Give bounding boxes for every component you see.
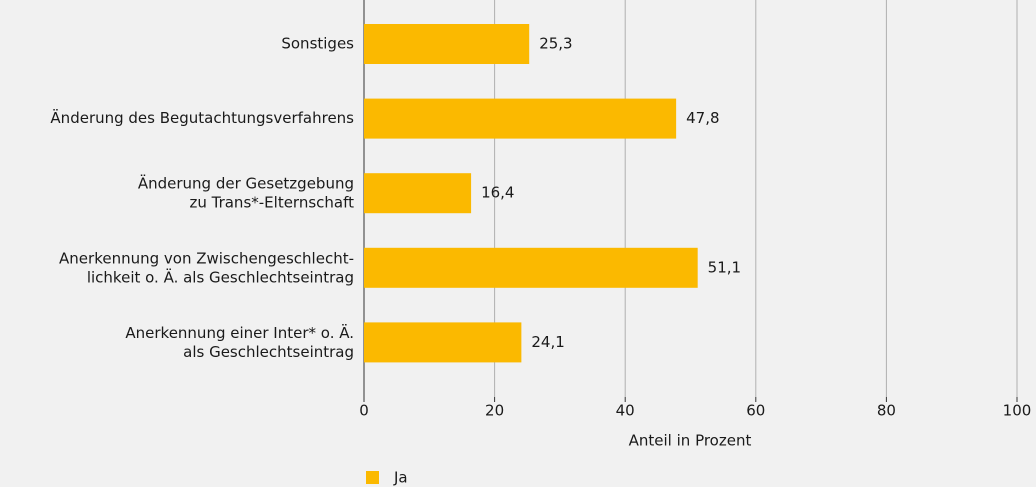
value-label: 47,8 bbox=[686, 109, 719, 127]
bar bbox=[364, 173, 472, 214]
bar bbox=[364, 247, 698, 288]
legend-swatch bbox=[366, 471, 379, 484]
x-tick-label: 40 bbox=[616, 402, 635, 420]
bar bbox=[364, 98, 677, 139]
y-tick-label: Sonstiges bbox=[281, 35, 354, 53]
y-tick-label: Anerkennung einer Inter* o. Ä. als Geschl… bbox=[125, 322, 354, 360]
legend-label: Ja bbox=[393, 469, 408, 487]
x-tick-label: 100 bbox=[1003, 402, 1032, 420]
bar bbox=[364, 322, 522, 363]
y-tick-label: Änderung des Begutachtungsverfahrens bbox=[50, 108, 354, 127]
value-label: 24,1 bbox=[531, 333, 564, 351]
bar bbox=[364, 24, 530, 64]
x-tick-label: 20 bbox=[485, 402, 504, 420]
x-tick-label: 80 bbox=[877, 402, 896, 420]
x-tick-label: 60 bbox=[746, 402, 765, 420]
value-label: 16,4 bbox=[481, 184, 514, 202]
x-tick-label: 0 bbox=[359, 402, 369, 420]
value-label: 25,3 bbox=[539, 35, 572, 53]
x-axis-title: Anteil in Prozent bbox=[629, 432, 752, 450]
value-label: 51,1 bbox=[708, 258, 741, 276]
y-tick-label: Änderung der Gesetzgebung zu Trans*-Elter… bbox=[138, 173, 354, 211]
y-tick-label: Anerkennung von Zwischengeschlecht-lichk… bbox=[59, 249, 354, 286]
